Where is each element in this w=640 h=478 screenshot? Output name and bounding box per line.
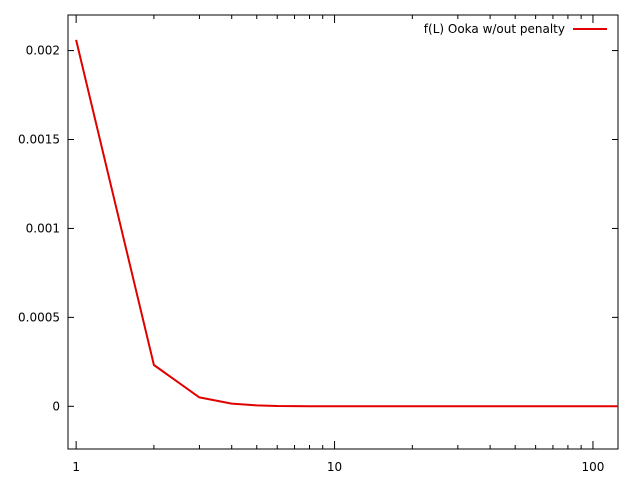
tick-marks [68,15,618,449]
y-tick-label: 0.001 [26,221,60,235]
x-tick-label: 10 [327,460,342,474]
series-line [75,39,618,408]
plot-frame [67,14,619,450]
y-tick-label: 0 [52,399,60,413]
y-tick-label: 0.0005 [18,310,60,324]
x-tick-label: 1 [72,460,80,474]
legend: f(L) Ooka w/out penalty [424,22,607,36]
legend-label: f(L) Ooka w/out penalty [424,22,565,36]
y-tick-label: 0.0015 [18,133,60,147]
x-tick-labels: 1 10 100 [72,460,604,474]
series-layer [75,39,618,408]
x-tick-label: 100 [582,460,605,474]
y-tick-label: 0.002 [26,44,60,58]
y-tick-labels: 0 0.0005 0.001 0.0015 0.002 [18,44,60,414]
